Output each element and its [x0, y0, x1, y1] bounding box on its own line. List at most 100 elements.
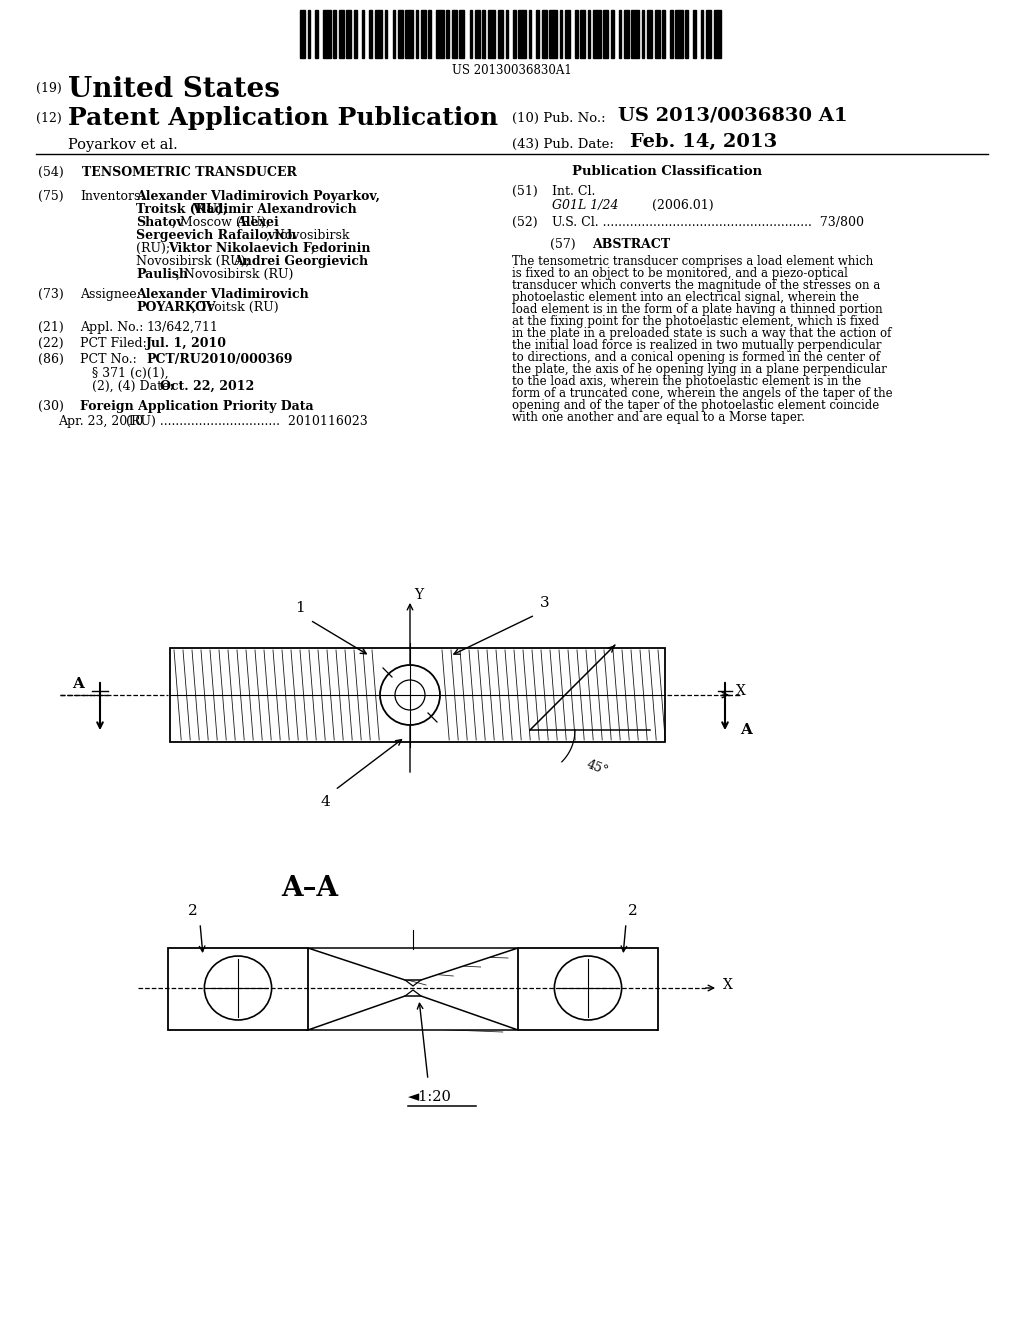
Text: Alexander Vladimirovich: Alexander Vladimirovich	[136, 288, 309, 301]
Text: (30): (30)	[38, 400, 63, 413]
Bar	[300, 11, 305, 58]
Bar	[428, 11, 431, 58]
Text: US 20130036830A1: US 20130036830A1	[453, 63, 571, 77]
Bar	[170, 648, 665, 742]
Text: in the plate in a preloaded state is such a way that the action of: in the plate in a preloaded state is suc…	[512, 327, 891, 341]
Bar	[588, 11, 591, 58]
Ellipse shape	[554, 956, 622, 1020]
Text: POYARKOV: POYARKOV	[136, 301, 216, 314]
Text: , Novosibirsk: , Novosibirsk	[266, 228, 349, 242]
Text: Poyarkov et al.: Poyarkov et al.	[68, 139, 178, 152]
Bar	[559, 11, 562, 58]
Text: 4: 4	[321, 795, 330, 809]
Polygon shape	[308, 997, 518, 1030]
Text: Andrei Georgievich: Andrei Georgievich	[233, 255, 368, 268]
Text: transducer which converts the magnitude of the stresses on a: transducer which converts the magnitude …	[512, 279, 881, 292]
Bar	[528, 11, 531, 58]
Text: 2: 2	[188, 904, 198, 917]
Text: (22): (22)	[38, 337, 63, 350]
Bar	[624, 11, 629, 58]
Text: Troitsk (RU);: Troitsk (RU);	[136, 203, 232, 216]
Text: (52): (52)	[512, 216, 538, 228]
Bar	[513, 11, 516, 58]
Text: Oct. 22, 2012: Oct. 22, 2012	[160, 380, 254, 393]
Bar	[518, 948, 658, 1030]
Bar	[581, 11, 586, 58]
Text: PCT/RU2010/000369: PCT/RU2010/000369	[146, 352, 293, 366]
Text: (2006.01): (2006.01)	[652, 199, 714, 213]
Bar	[549, 11, 557, 58]
Text: (57): (57)	[550, 238, 575, 251]
Text: ,: ,	[311, 242, 314, 255]
Text: U.S. Cl. ......................................................  73/800: U.S. Cl. ...............................…	[552, 216, 864, 228]
Bar	[574, 11, 578, 58]
Text: form of a truncated cone, wherein the angels of the taper of the: form of a truncated cone, wherein the an…	[512, 387, 893, 400]
Text: Viktor Nikolaevich Fedorinin: Viktor Nikolaevich Fedorinin	[168, 242, 371, 255]
Text: ABSTRACT: ABSTRACT	[592, 238, 670, 251]
Bar	[487, 11, 496, 58]
Text: Shatov: Shatov	[136, 216, 183, 228]
Text: load element is in the form of a plate having a thinned portion: load element is in the form of a plate h…	[512, 304, 883, 315]
Text: ◄1:20: ◄1:20	[408, 1090, 452, 1104]
Text: Inventors:: Inventors:	[80, 190, 144, 203]
Text: Paulish: Paulish	[136, 268, 188, 281]
Text: Feb. 14, 2013: Feb. 14, 2013	[630, 133, 777, 150]
Text: G01L 1/24: G01L 1/24	[552, 199, 618, 213]
Bar	[663, 11, 665, 58]
Text: Vladimir Alexandrovich: Vladimir Alexandrovich	[193, 203, 356, 216]
Bar	[482, 11, 485, 58]
Text: X: X	[736, 684, 745, 698]
Text: 2: 2	[628, 904, 638, 917]
Bar	[542, 11, 547, 58]
Text: (43) Pub. Date:: (43) Pub. Date:	[512, 139, 613, 150]
Bar	[307, 11, 310, 58]
Bar	[685, 11, 688, 58]
Text: (RU) ...............................  2010116023: (RU) ............................... 201…	[126, 414, 368, 428]
Text: A: A	[740, 723, 752, 737]
Bar	[603, 11, 608, 58]
Bar	[611, 11, 613, 58]
Text: to directions, and a conical opening is formed in the center of: to directions, and a conical opening is …	[512, 351, 880, 364]
Text: photoelastic element into an electrical signal, wherein the: photoelastic element into an electrical …	[512, 290, 859, 304]
Text: The tensometric transducer comprises a load element which: The tensometric transducer comprises a l…	[512, 255, 873, 268]
Bar	[385, 11, 387, 58]
Text: is fixed to an object to be monitored, and a piezo-optical: is fixed to an object to be monitored, a…	[512, 267, 848, 280]
Text: (10) Pub. No.:: (10) Pub. No.:	[512, 112, 605, 125]
Polygon shape	[308, 948, 518, 979]
Text: to the load axis, wherein the photoelastic element is in the: to the load axis, wherein the photoelast…	[512, 375, 861, 388]
Text: Apr. 23, 2010: Apr. 23, 2010	[58, 414, 143, 428]
Text: , Troitsk (RU): , Troitsk (RU)	[193, 301, 279, 314]
Text: 13/642,711: 13/642,711	[146, 321, 218, 334]
Ellipse shape	[205, 956, 271, 1020]
Text: Int. Cl.: Int. Cl.	[552, 185, 595, 198]
Bar	[315, 11, 318, 58]
Bar	[706, 11, 711, 58]
Bar	[334, 11, 336, 58]
Bar	[618, 11, 622, 58]
Bar	[506, 11, 508, 58]
Bar	[470, 11, 472, 58]
Bar	[693, 11, 695, 58]
Bar	[714, 11, 722, 58]
Text: Appl. No.:: Appl. No.:	[80, 321, 143, 334]
Bar	[436, 11, 443, 58]
Text: Foreign Application Priority Data: Foreign Application Priority Data	[80, 400, 313, 413]
Circle shape	[380, 665, 440, 725]
Text: opening and of the taper of the photoelastic element coincide: opening and of the taper of the photoela…	[512, 399, 880, 412]
Bar	[675, 11, 683, 58]
Bar	[642, 11, 644, 58]
Text: United States: United States	[68, 77, 280, 103]
Text: Jul. 1, 2010: Jul. 1, 2010	[146, 337, 227, 350]
Bar	[670, 11, 673, 58]
Bar	[370, 11, 372, 58]
Bar	[324, 11, 331, 58]
Text: TENSOMETRIC TRANSDUCER: TENSOMETRIC TRANSDUCER	[82, 166, 297, 180]
Text: Publication Classification: Publication Classification	[572, 165, 762, 178]
Text: US 2013/0036830 A1: US 2013/0036830 A1	[618, 106, 848, 124]
Bar	[452, 11, 457, 58]
Bar	[375, 11, 382, 58]
Bar	[392, 11, 395, 58]
Text: Alexei: Alexei	[236, 216, 279, 228]
Text: (RU);: (RU);	[136, 242, 174, 255]
Text: (19): (19)	[36, 82, 61, 95]
